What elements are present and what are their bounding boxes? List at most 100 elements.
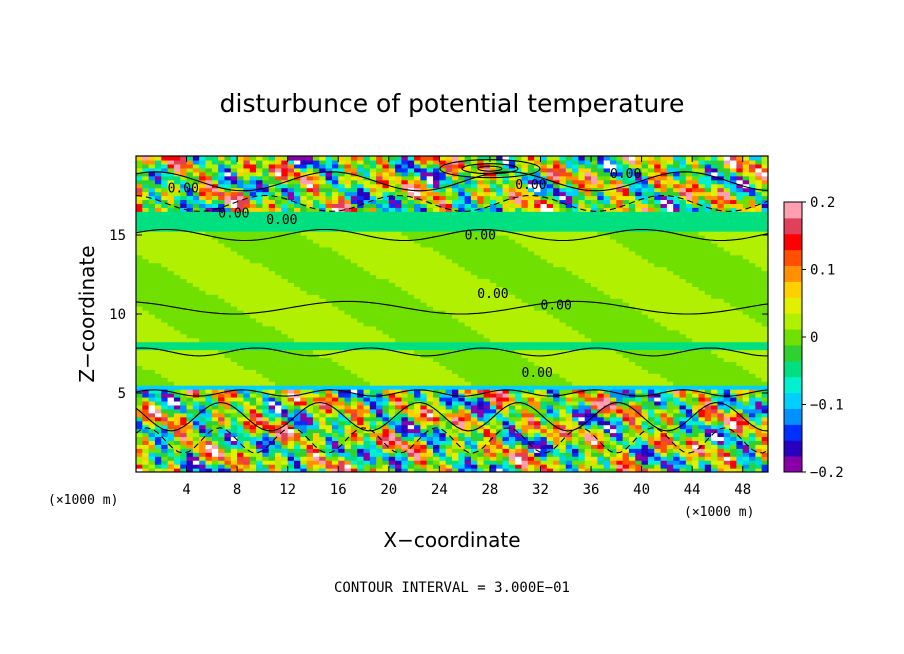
heatmap-cell [395, 357, 403, 362]
heatmap-cell [420, 377, 428, 382]
heatmap-cell [211, 468, 219, 472]
heatmap-cell [186, 242, 194, 248]
heatmap-cell [325, 389, 333, 394]
heatmap-cell [414, 341, 421, 347]
heatmap-cell [452, 235, 459, 240]
heatmap-cell [294, 227, 301, 232]
heatmap-cell [256, 424, 263, 430]
heatmap-cell [395, 432, 403, 438]
heatmap-cell [401, 179, 409, 185]
heatmap-cell [508, 179, 516, 185]
heatmap-cell [192, 167, 200, 173]
heatmap-cell [256, 452, 263, 457]
heatmap-cell [154, 167, 162, 173]
heatmap-cell [300, 219, 308, 224]
heatmap-cell [180, 159, 188, 165]
heatmap-cell [433, 444, 440, 449]
heatmap-cell [306, 404, 314, 410]
heatmap-cell [439, 377, 447, 382]
heatmap-cell [382, 262, 390, 268]
heatmap-cell [287, 416, 295, 422]
heatmap-cell [445, 175, 453, 181]
heatmap-cell [344, 452, 352, 457]
heatmap-cell [477, 361, 485, 366]
heatmap-cell [388, 432, 396, 438]
heatmap-cell [464, 306, 472, 311]
heatmap-cell [256, 365, 263, 370]
heatmap-cell [489, 231, 497, 236]
heatmap-cell [186, 321, 194, 327]
heatmap-cell [433, 286, 440, 291]
heatmap-cell [312, 223, 320, 228]
heatmap-cell [294, 250, 301, 256]
heatmap-cell [470, 321, 478, 327]
heatmap-cell [489, 179, 497, 185]
heatmap-cell [325, 191, 333, 197]
heatmap-cell [433, 179, 440, 185]
heatmap-cell [154, 456, 162, 461]
heatmap-cell [515, 238, 523, 244]
heatmap-cell [414, 199, 421, 204]
heatmap-cell [508, 440, 516, 445]
heatmap-cell [331, 393, 339, 398]
heatmap-cell [294, 179, 301, 185]
heatmap-cell [186, 298, 194, 303]
heatmap-cell [319, 274, 327, 280]
heatmap-cell [470, 381, 478, 386]
heatmap-cell [199, 290, 207, 295]
heatmap-cell [350, 195, 358, 201]
heatmap-cell [401, 357, 409, 362]
heatmap-cell [142, 306, 150, 311]
heatmap-cell [445, 266, 453, 272]
heatmap-cell [369, 211, 377, 216]
heatmap-cell [470, 270, 478, 276]
heatmap-cell [496, 361, 504, 366]
heatmap-cell [167, 317, 175, 323]
heatmap-cell [154, 314, 162, 319]
heatmap-cell [527, 420, 535, 426]
heatmap-cell [395, 452, 403, 457]
heatmap-cell [205, 377, 213, 382]
heatmap-cell [470, 314, 478, 319]
heatmap-cell [154, 353, 162, 359]
heatmap-cell [483, 211, 491, 216]
heatmap-cell [515, 440, 523, 445]
heatmap-cell [205, 290, 213, 295]
heatmap-cell [338, 175, 346, 181]
heatmap-cell [369, 404, 377, 410]
heatmap-cell [256, 183, 263, 189]
heatmap-cell [243, 183, 251, 189]
heatmap-cell [300, 448, 308, 453]
heatmap-cell [350, 444, 358, 449]
heatmap-cell [477, 306, 485, 311]
heatmap-cell [376, 357, 384, 362]
heatmap-cell [148, 258, 156, 264]
heatmap-cell [331, 183, 339, 189]
heatmap-cell [199, 191, 207, 197]
heatmap-cell [161, 396, 169, 402]
heatmap-cell [243, 278, 251, 283]
heatmap-cell [243, 317, 251, 323]
heatmap-cell [445, 211, 453, 216]
heatmap-cell [407, 404, 415, 410]
heatmap-cell [224, 353, 232, 359]
heatmap-cell [357, 262, 365, 268]
heatmap-cell [331, 325, 339, 331]
heatmap-cell [477, 389, 485, 394]
heatmap-cell [186, 369, 194, 374]
heatmap-cell [515, 393, 523, 398]
heatmap-cell [439, 325, 447, 331]
heatmap-cell [275, 325, 282, 331]
heatmap-cell [243, 400, 251, 406]
heatmap-cell [300, 404, 308, 410]
heatmap-cell [300, 428, 308, 434]
heatmap-cell [489, 258, 497, 264]
heatmap-cell [376, 246, 384, 252]
heatmap-cell [338, 333, 346, 339]
heatmap-cell [363, 227, 371, 232]
heatmap-cell [515, 274, 523, 280]
heatmap-cell [382, 215, 390, 220]
heatmap-cell [407, 227, 415, 232]
heatmap-cell [281, 400, 289, 406]
heatmap-cell [154, 306, 162, 311]
